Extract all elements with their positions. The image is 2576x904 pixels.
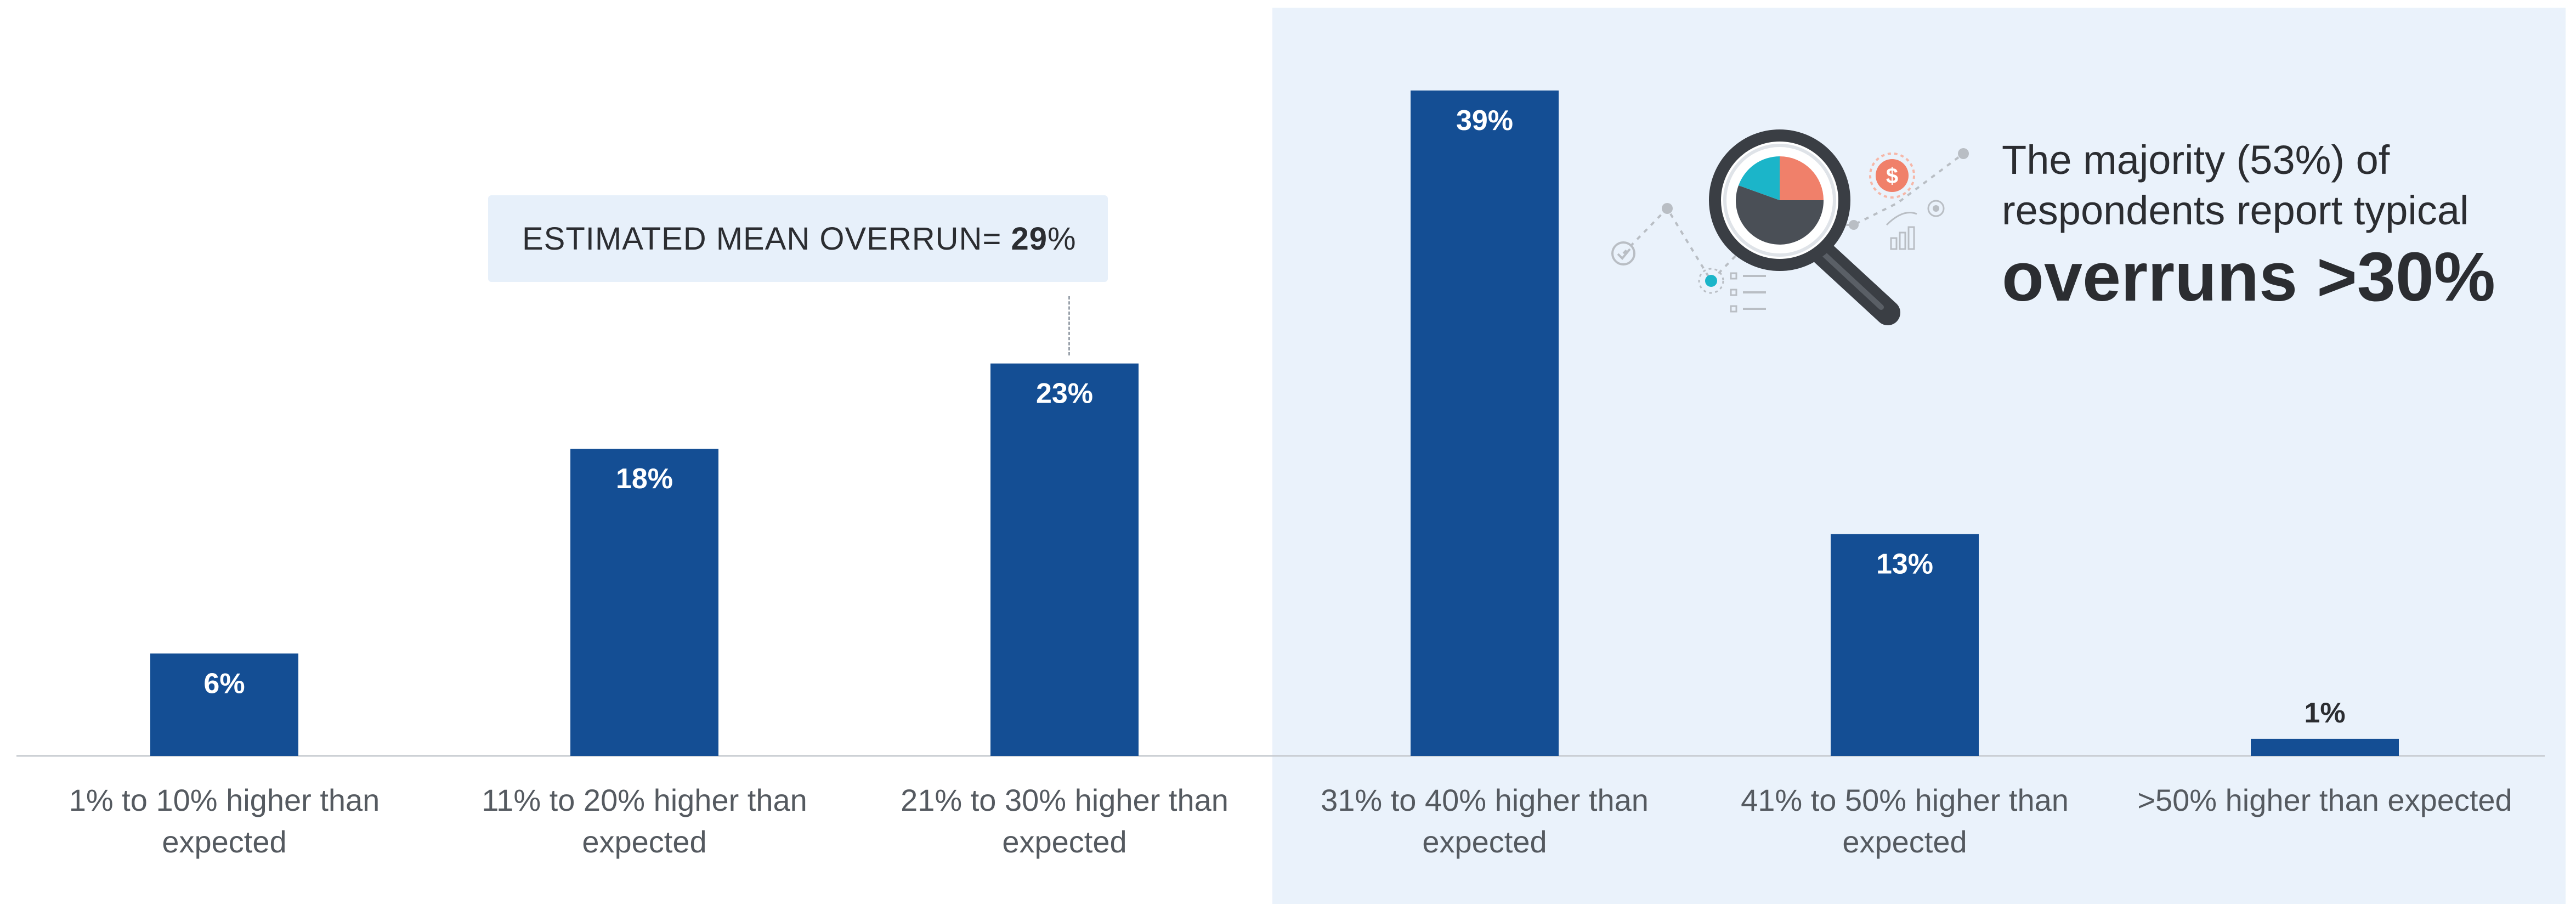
category-label-1-line-2: expected xyxy=(162,824,286,859)
bar-3 xyxy=(990,363,1139,756)
dollar-symbol: $ xyxy=(1886,164,1898,188)
bar-6 xyxy=(2251,738,2399,756)
category-label-5-line-2: expected xyxy=(1842,824,1967,859)
bar-5 xyxy=(1831,534,1979,756)
bar-value-label-5: 13% xyxy=(1876,549,1933,580)
mean-overrun-label: ESTIMATED MEAN OVERRUN= xyxy=(522,221,1002,257)
bar-2 xyxy=(570,449,718,756)
check-circle-icon xyxy=(1611,241,1635,265)
category-label-2-line-2: expected xyxy=(582,824,706,859)
category-label-2-line-1: 11% to 20% higher than xyxy=(482,783,807,817)
pie-icon xyxy=(1736,156,1824,245)
mini-bar-chart-icon xyxy=(1886,212,1917,250)
callout-line-1: The majority (53%) of xyxy=(2002,137,2390,183)
category-label-4-line-1: 31% to 40% higher than xyxy=(1321,783,1649,817)
bar-4 xyxy=(1411,91,1559,756)
bars-group: 6% 18% 23% 39% 13% 1% xyxy=(150,91,2399,756)
category-label-4-line-2: expected xyxy=(1422,824,1547,859)
category-label-3-line-1: 21% to 30% higher than xyxy=(901,783,1228,817)
callout-headline: overruns >30% xyxy=(2002,238,2495,315)
bar-value-label-2: 18% xyxy=(616,463,673,495)
bar-value-label-6: 1% xyxy=(2304,697,2345,729)
bar-value-label-1: 6% xyxy=(203,668,245,699)
bar-value-label-3: 23% xyxy=(1036,378,1093,410)
category-label-1-line-1: 1% to 10% higher than xyxy=(69,783,380,817)
callout-line-2: respondents report typical xyxy=(2002,188,2469,233)
category-labels-group: 1% to 10% higher than expected 11% to 20% … xyxy=(69,783,2512,859)
dollar-coin-icon: $ xyxy=(1869,152,1915,199)
mean-overrun-value: 29 xyxy=(1011,221,1048,257)
callout-text: The majority (53%) of respondents report… xyxy=(2002,135,2556,317)
mean-overrun-annotation: ESTIMATED MEAN OVERRUN= 29% xyxy=(488,195,1108,282)
mean-connector-line xyxy=(1068,296,1070,355)
category-label-3-line-2: expected xyxy=(1002,824,1126,859)
bar-1 xyxy=(150,653,298,756)
magnifier-analytics-icon: $ xyxy=(1611,129,1969,325)
bar-value-label-4: 39% xyxy=(1456,105,1513,137)
mean-overrun-unit: % xyxy=(1047,221,1077,257)
category-label-5-line-1: 41% to 50% higher than xyxy=(1741,783,2069,817)
category-label-6-line-1: >50% higher than expected xyxy=(2137,783,2512,817)
